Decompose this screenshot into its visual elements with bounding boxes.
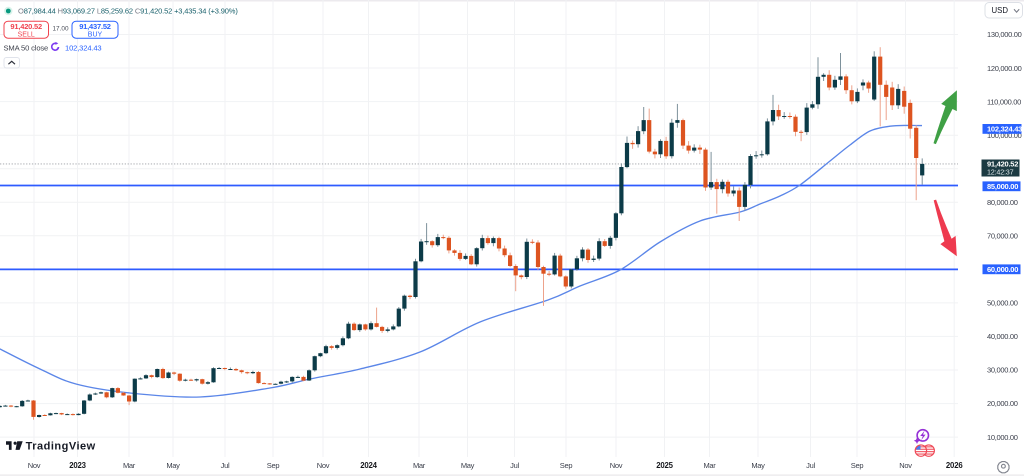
svg-text:Sep: Sep <box>267 461 280 470</box>
svg-text:TradingView: TradingView <box>26 440 96 452</box>
svg-text:Sep: Sep <box>851 461 864 470</box>
svg-text:10,000.00: 10,000.00 <box>987 433 1018 442</box>
svg-text:May: May <box>166 461 180 470</box>
svg-text:40,000.00: 40,000.00 <box>987 332 1018 341</box>
svg-text:Nov: Nov <box>610 461 623 470</box>
svg-text:85,000.00: 85,000.00 <box>987 182 1018 191</box>
svg-text:Nov: Nov <box>28 461 41 470</box>
svg-text:Nov: Nov <box>899 461 912 470</box>
svg-text:2023: 2023 <box>69 461 86 470</box>
svg-text:Mar: Mar <box>703 461 716 470</box>
svg-text:SMA 50 close: SMA 50 close <box>4 44 49 53</box>
svg-text:May: May <box>461 461 475 470</box>
svg-text:91,420.52: 91,420.52 <box>10 22 42 31</box>
svg-text:BUY: BUY <box>88 32 103 39</box>
svg-text:2024: 2024 <box>360 461 377 470</box>
svg-text:91,420.52: 91,420.52 <box>987 160 1018 169</box>
svg-text:2025: 2025 <box>656 461 673 470</box>
svg-text:Jul: Jul <box>510 461 519 470</box>
svg-text:102,324.43: 102,324.43 <box>65 44 102 53</box>
svg-text:Mar: Mar <box>413 461 426 470</box>
svg-text:SELL: SELL <box>18 32 35 39</box>
svg-text:Mar: Mar <box>123 461 136 470</box>
svg-text:102,324.43: 102,324.43 <box>987 125 1022 134</box>
svg-text:130,000.00: 130,000.00 <box>987 30 1022 39</box>
svg-text:Jul: Jul <box>806 461 815 470</box>
svg-text:30,000.00: 30,000.00 <box>987 366 1018 375</box>
svg-text:USD: USD <box>992 6 1009 15</box>
svg-text:Sep: Sep <box>560 461 573 470</box>
svg-text:80,000.00: 80,000.00 <box>987 198 1018 207</box>
svg-text:Jul: Jul <box>221 461 230 470</box>
svg-text:100,000.00: 100,000.00 <box>987 131 1022 140</box>
svg-text:2026: 2026 <box>946 461 963 470</box>
svg-text:70,000.00: 70,000.00 <box>987 232 1018 241</box>
svg-text:50,000.00: 50,000.00 <box>987 299 1018 308</box>
svg-text:O87,984.44 H93,069.27 L85,259.: O87,984.44 H93,069.27 L85,259.62 C91,420… <box>18 7 238 16</box>
svg-text:91,437.52: 91,437.52 <box>79 22 111 31</box>
svg-text:17.00: 17.00 <box>53 25 69 32</box>
svg-text:120,000.00: 120,000.00 <box>987 64 1022 73</box>
svg-text:20,000.00: 20,000.00 <box>987 399 1018 408</box>
svg-text:Nov: Nov <box>317 461 330 470</box>
svg-text:60,000.00: 60,000.00 <box>987 265 1018 274</box>
svg-text:110,000.00: 110,000.00 <box>987 97 1021 106</box>
svg-text:May: May <box>751 461 765 470</box>
svg-text:12:42:37: 12:42:37 <box>987 168 1014 177</box>
